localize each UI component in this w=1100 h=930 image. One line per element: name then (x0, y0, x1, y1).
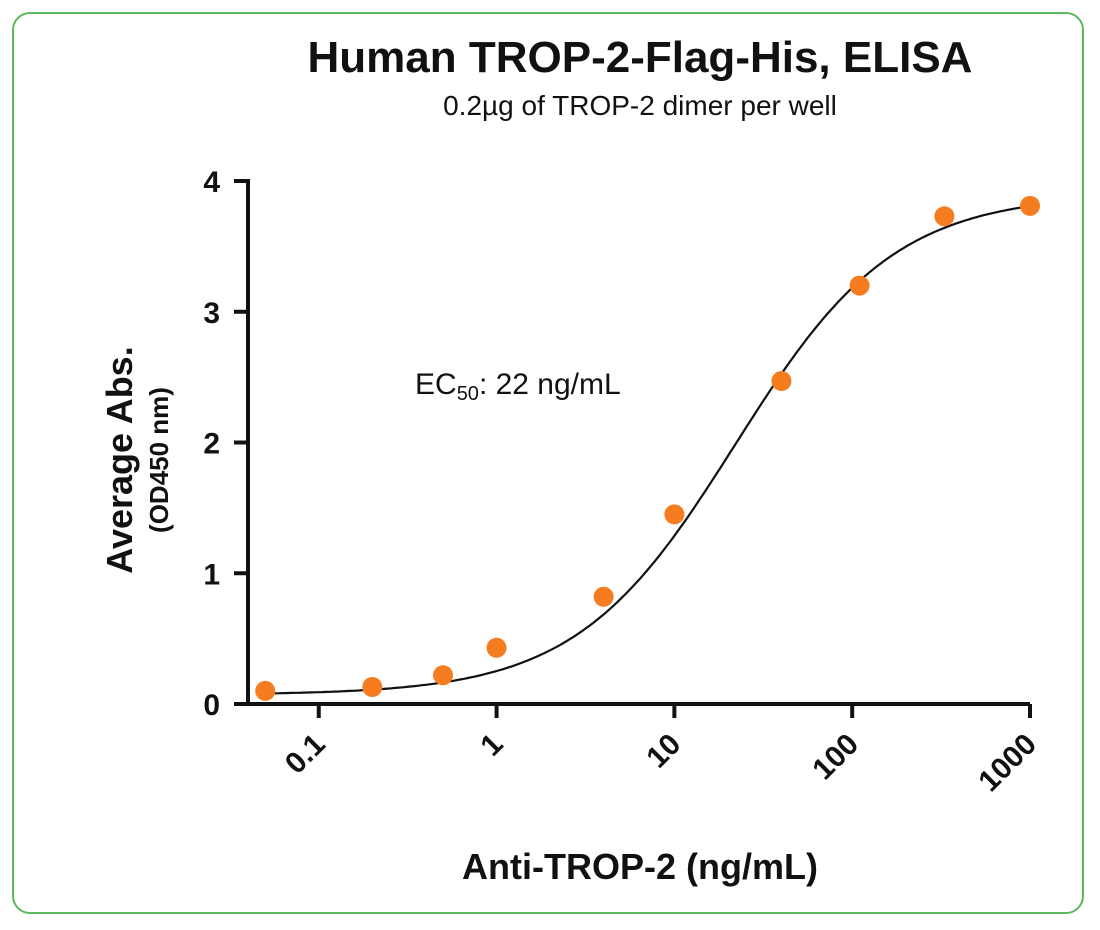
y-tick-label: 1 (203, 558, 220, 591)
data-point (934, 206, 955, 227)
data-point (1020, 195, 1040, 216)
x-tick-label: 1 (474, 728, 509, 763)
x-tick-label: 1000 (972, 728, 1043, 799)
ec50-annotation: EC50: 22 ng/mL (415, 368, 621, 406)
ec50-value: : 22 ng/mL (478, 368, 621, 401)
chart-frame (12, 12, 1084, 914)
x-tick-label: 0.1 (279, 728, 332, 781)
data-point (362, 677, 383, 698)
data-point (433, 665, 454, 686)
x-axis-label: Anti-TROP-2 (ng/mL) (462, 846, 818, 887)
data-point (771, 371, 792, 392)
chart-subtitle: 0.2µg of TROP-2 dimer per well (443, 90, 837, 121)
y-tick-label: 2 (203, 428, 220, 461)
data-point (664, 504, 685, 525)
y-tick-label: 0 (203, 689, 220, 722)
chart-title: Human TROP-2-Flag-His, ELISA (307, 33, 973, 82)
ec50-subscript: 50 (456, 383, 479, 405)
x-tick-label: 10 (640, 728, 687, 775)
ec50-prefix: EC (415, 368, 457, 401)
fit-curve (265, 205, 1031, 695)
data-point (486, 637, 507, 658)
data-point (849, 275, 870, 296)
data-point (593, 586, 614, 607)
y-tick-label: 3 (203, 297, 220, 330)
data-point (255, 680, 276, 701)
x-tick-label: 100 (806, 728, 865, 787)
y-tick-label: 4 (203, 166, 220, 199)
